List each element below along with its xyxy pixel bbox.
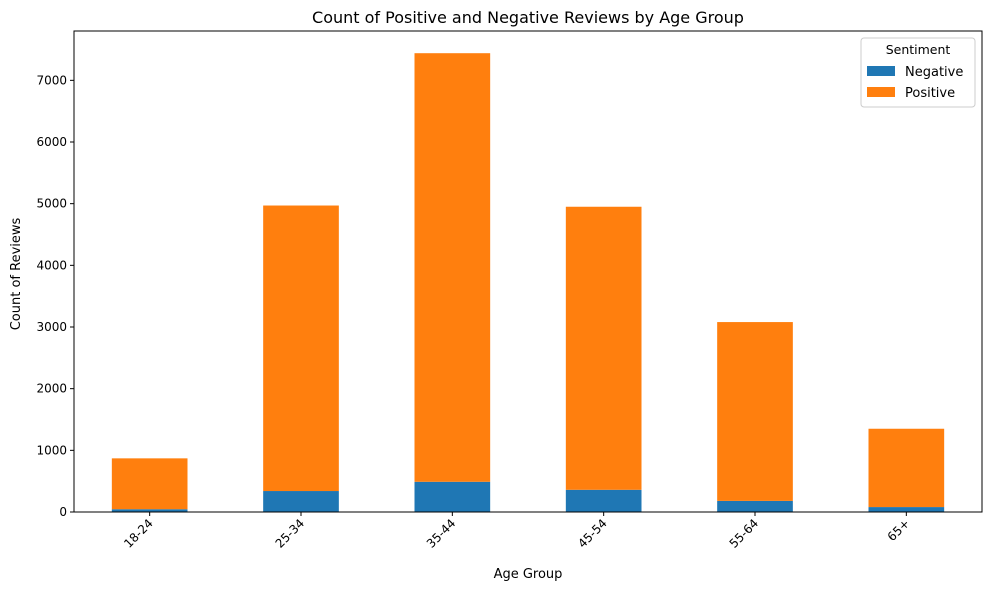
y-tick-label: 0 <box>59 505 67 519</box>
bar-positive-45-54 <box>565 206 642 490</box>
y-tick-label: 3000 <box>36 320 67 334</box>
bar-positive-55-64 <box>717 322 793 501</box>
bar-negative-25-34 <box>263 491 339 512</box>
bar-positive-35-44 <box>414 53 491 482</box>
x-tick-label: 18-24 <box>121 516 156 551</box>
y-tick-label: 4000 <box>36 258 67 272</box>
x-axis-label: Age Group <box>494 567 563 582</box>
legend-label-negative: Negative <box>905 65 963 80</box>
y-tick-label: 5000 <box>36 197 67 211</box>
bar-positive-65+ <box>868 428 945 508</box>
y-axis-label: Count of Reviews <box>9 217 24 330</box>
y-tick-label: 2000 <box>36 382 67 396</box>
y-tick-label: 7000 <box>36 73 67 87</box>
legend-label-positive: Positive <box>905 86 955 101</box>
bar-positive-18-24 <box>111 458 188 510</box>
bar-negative-65+ <box>868 507 945 512</box>
x-tick-label: 35-44 <box>424 516 459 551</box>
x-tick-label: 65+ <box>885 516 913 544</box>
axes-layer <box>73 30 983 513</box>
x-tick-label: 25-34 <box>273 516 308 551</box>
x-tick-label: 55-64 <box>727 516 762 551</box>
y-tick-label: 6000 <box>36 135 67 149</box>
bars-layer <box>111 53 945 512</box>
legend-swatch-negative <box>867 66 895 76</box>
legend-title: Sentiment <box>886 42 951 57</box>
legend-swatch-positive <box>867 87 895 97</box>
bar-negative-45-54 <box>565 489 642 512</box>
bar-negative-55-64 <box>717 500 793 512</box>
y-tick-label: 1000 <box>36 443 67 457</box>
bar-negative-18-24 <box>111 509 188 512</box>
bar-positive-25-34 <box>263 205 339 492</box>
x-tick-label: 45-54 <box>575 516 610 551</box>
chart-title: Count of Positive and Negative Reviews b… <box>312 8 744 27</box>
plot-frame <box>73 30 983 513</box>
bar-negative-35-44 <box>414 481 491 512</box>
legend: Sentiment Negative Positive <box>860 37 976 108</box>
